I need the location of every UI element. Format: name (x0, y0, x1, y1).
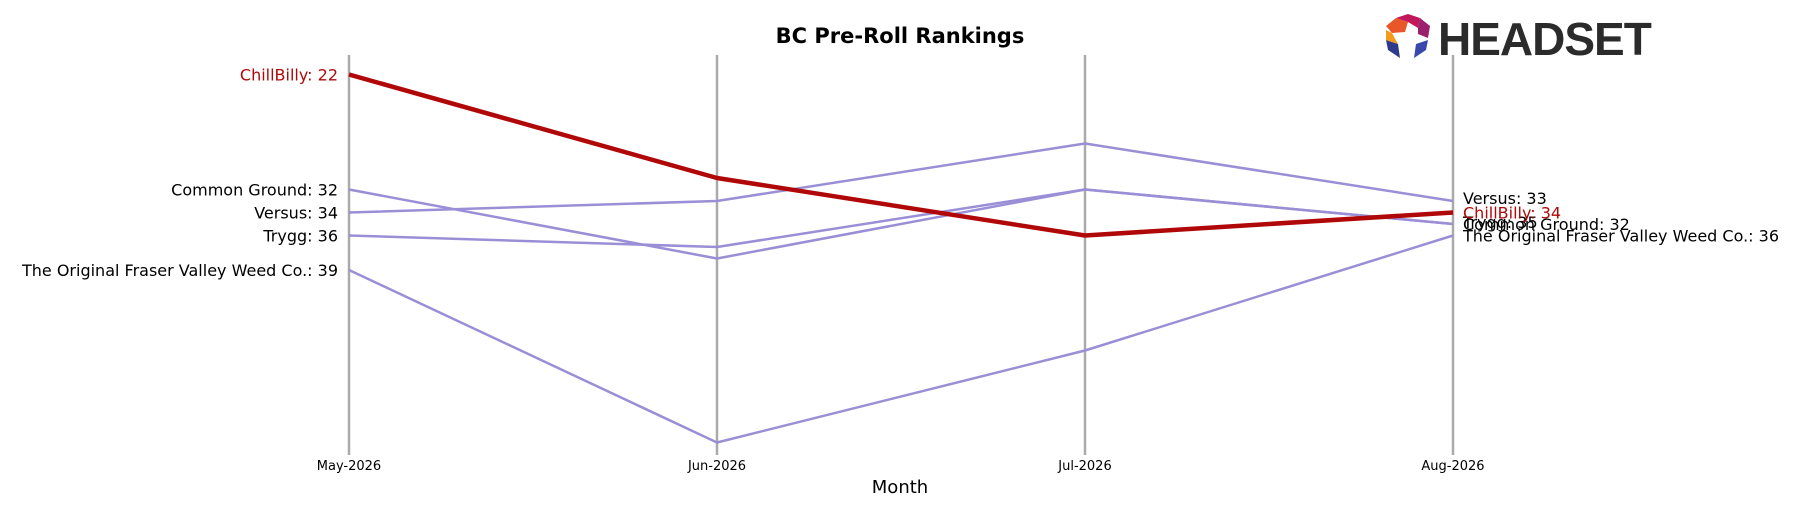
headset-logo-text: HEADSET (1438, 13, 1652, 65)
series-line-the-original-fraser-valley-weed-co (348, 234, 1454, 444)
series-labels: Common Ground: 32 Common Ground: 32 Versus… (21, 66, 1779, 281)
end-label-chillbilly: ChillBilly: 34 (1463, 204, 1561, 223)
x-tick-label: Jul-2026 (1057, 459, 1111, 474)
start-label-chillbilly: ChillBilly: 22 (240, 66, 338, 85)
end-label-the-original-fraser-valley-weed-co: The Original Fraser Valley Weed Co.: 36 (1462, 227, 1779, 246)
x-tick-label: Jun-2026 (687, 459, 746, 474)
x-axis-label: Month (872, 477, 928, 498)
start-label-the-original-fraser-valley-weed-co: The Original Fraser Valley Weed Co.: 39 (21, 261, 338, 280)
start-label-common-ground: Common Ground: 32 (171, 181, 338, 200)
series-line-chillbilly (348, 72, 1454, 238)
end-label-trygg: Trygg: 35 (1462, 213, 1538, 232)
chart-title: BC Pre-Roll Rankings (776, 24, 1025, 48)
x-tick-label: May-2026 (317, 459, 381, 474)
series-lines (348, 72, 1454, 444)
headset-logo-icon (1386, 14, 1430, 58)
series-line-versus (348, 142, 1454, 214)
month-axes: May-2026 Jun-2026 Jul-2026 Aug-2026 (317, 55, 1485, 474)
x-tick-label: Aug-2026 (1421, 459, 1484, 474)
headset-logo: HEADSET (1386, 13, 1653, 65)
end-label-versus: Versus: 33 (1463, 189, 1547, 208)
start-label-trygg: Trygg: 36 (262, 227, 338, 246)
series-line-trygg (348, 188, 1454, 249)
start-label-versus: Versus: 34 (254, 204, 338, 223)
end-label-common-ground: Common Ground: 32 (1463, 215, 1630, 234)
